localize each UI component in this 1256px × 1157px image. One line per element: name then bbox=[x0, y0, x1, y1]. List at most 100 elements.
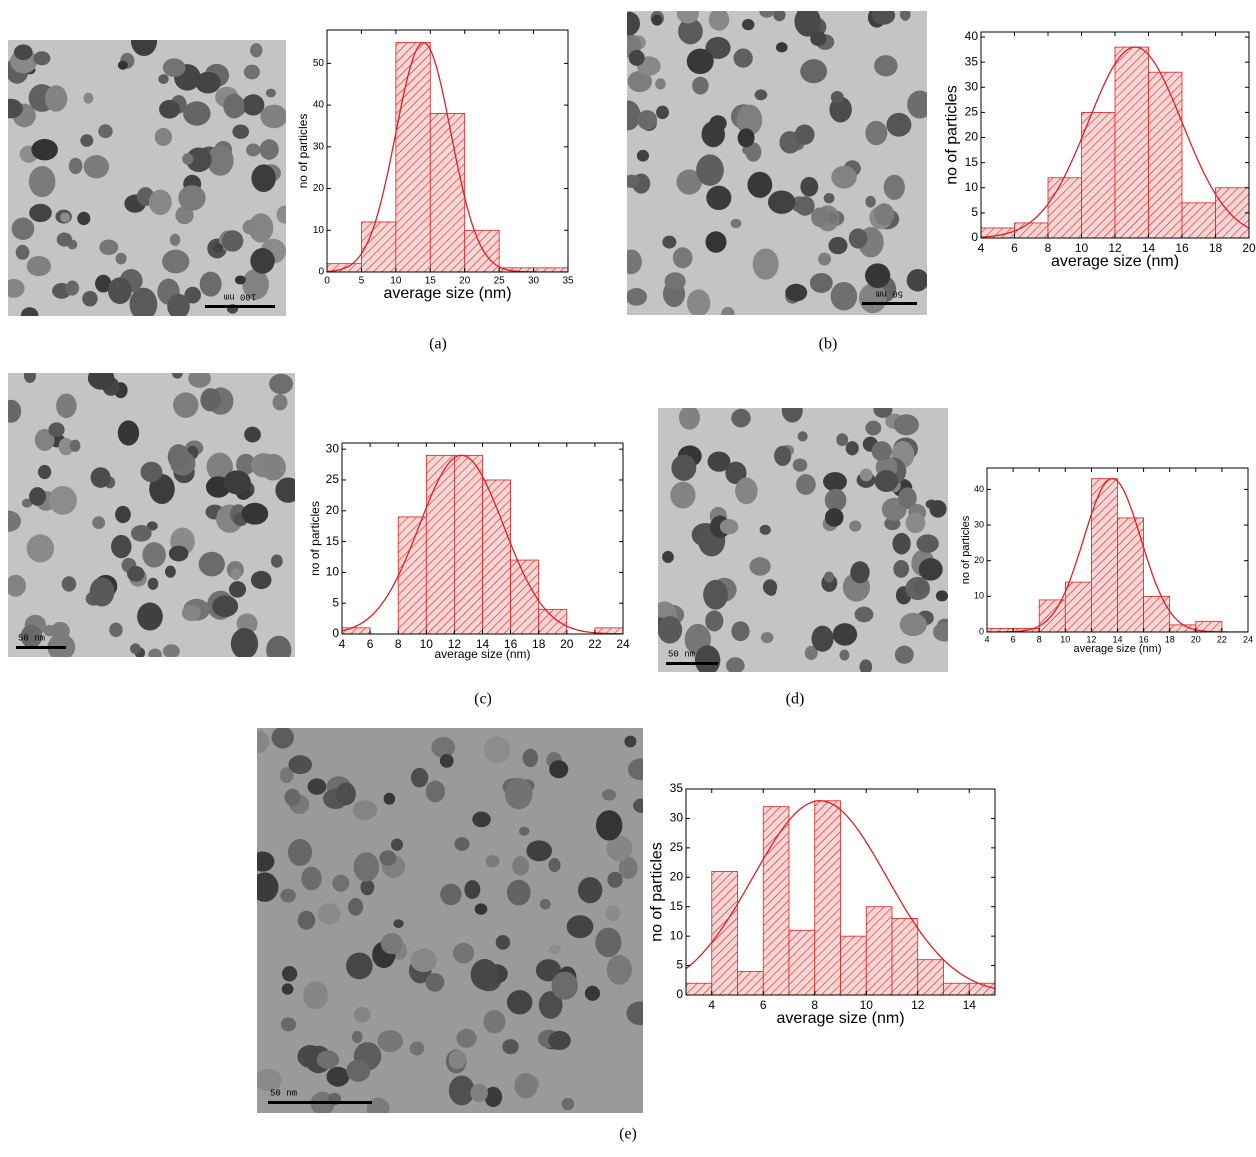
y-tick-label: 30 bbox=[965, 79, 979, 93]
particle bbox=[222, 230, 244, 252]
particle bbox=[332, 874, 350, 892]
x-tick-label: 8 bbox=[1045, 241, 1052, 255]
x-tick-label: 10 bbox=[1060, 634, 1070, 644]
particle bbox=[762, 579, 778, 595]
y-tick-label: 15 bbox=[670, 899, 684, 913]
tem-image: 50 nm bbox=[257, 728, 643, 1113]
particle bbox=[905, 512, 926, 534]
particle bbox=[736, 104, 763, 136]
particle bbox=[774, 445, 792, 466]
particle bbox=[893, 414, 919, 436]
bar bbox=[482, 479, 512, 635]
x-axis-label: average size (nm) bbox=[434, 647, 530, 661]
particle bbox=[566, 915, 594, 939]
histogram: 4 6 8 10 12 14 16 18 20 22 24 0 10 20 30 40 average size… bbox=[960, 467, 1253, 655]
particle bbox=[898, 487, 917, 510]
particle bbox=[439, 754, 454, 768]
particle bbox=[33, 51, 51, 66]
particle bbox=[223, 470, 251, 495]
particle bbox=[872, 11, 896, 25]
particle bbox=[651, 14, 663, 26]
y-axis-label: no of particles bbox=[960, 515, 972, 584]
particle bbox=[184, 286, 201, 304]
panel-label: (c) bbox=[474, 691, 492, 708]
particle bbox=[818, 252, 832, 266]
particle bbox=[916, 534, 939, 553]
x-tick-label: 20 bbox=[459, 276, 471, 287]
particle bbox=[271, 728, 294, 749]
particle bbox=[20, 307, 39, 316]
particle bbox=[29, 487, 46, 506]
particle bbox=[627, 249, 642, 275]
particle bbox=[287, 839, 313, 867]
particle bbox=[703, 579, 729, 610]
particle bbox=[147, 577, 159, 590]
particle bbox=[37, 464, 52, 480]
particle bbox=[849, 520, 862, 532]
particle bbox=[127, 566, 145, 582]
particle bbox=[874, 55, 898, 77]
particle bbox=[95, 274, 112, 293]
particle bbox=[58, 437, 74, 456]
x-tick-label: 12 bbox=[448, 637, 462, 651]
particle bbox=[336, 782, 356, 806]
particle bbox=[561, 1097, 575, 1111]
particle bbox=[90, 467, 111, 488]
particle bbox=[29, 203, 52, 223]
particle bbox=[259, 139, 279, 160]
particle bbox=[44, 85, 68, 112]
particle bbox=[250, 570, 272, 590]
particle bbox=[11, 217, 35, 240]
particle bbox=[284, 788, 301, 806]
particle bbox=[859, 468, 873, 482]
particle bbox=[935, 590, 948, 602]
particle bbox=[484, 1086, 503, 1108]
particle bbox=[223, 93, 245, 119]
x-tick-label: 14 bbox=[1142, 241, 1156, 255]
particle bbox=[316, 1050, 340, 1069]
particle bbox=[627, 100, 641, 131]
panel-label: (d) bbox=[786, 691, 805, 708]
particle bbox=[686, 289, 711, 315]
particle bbox=[276, 205, 286, 224]
particle bbox=[109, 622, 123, 638]
x-tick-label: 16 bbox=[1175, 241, 1189, 255]
particle bbox=[719, 519, 739, 535]
particle bbox=[8, 510, 22, 532]
bar bbox=[814, 800, 841, 996]
bar bbox=[361, 221, 397, 273]
particle bbox=[244, 426, 261, 443]
x-tick-label: 30 bbox=[528, 276, 540, 287]
bar bbox=[425, 454, 455, 635]
x-tick-label: 24 bbox=[1243, 634, 1253, 644]
particle bbox=[754, 89, 768, 101]
particle bbox=[522, 748, 539, 768]
particle bbox=[232, 124, 250, 139]
particle bbox=[130, 525, 152, 542]
particle bbox=[871, 441, 892, 462]
bar bbox=[711, 871, 738, 996]
particle bbox=[243, 64, 260, 80]
particle bbox=[676, 169, 703, 195]
particle bbox=[828, 236, 848, 255]
particle bbox=[80, 134, 94, 147]
particle bbox=[781, 408, 803, 423]
particle bbox=[281, 966, 298, 982]
x-tick-label: 4 bbox=[708, 998, 715, 1012]
particle bbox=[749, 557, 771, 576]
particle bbox=[297, 910, 316, 930]
particle bbox=[584, 985, 601, 1001]
y-tick-label: 30 bbox=[313, 141, 325, 152]
particle bbox=[830, 90, 844, 104]
particle bbox=[21, 498, 33, 508]
particle bbox=[269, 373, 294, 395]
particle bbox=[686, 48, 714, 75]
particle bbox=[183, 101, 211, 126]
x-tick-label: 4 bbox=[978, 241, 985, 255]
y-tick-label: 0 bbox=[979, 626, 984, 636]
particle bbox=[512, 856, 530, 876]
particle bbox=[671, 454, 697, 481]
bar bbox=[395, 42, 431, 273]
particle bbox=[731, 408, 751, 428]
